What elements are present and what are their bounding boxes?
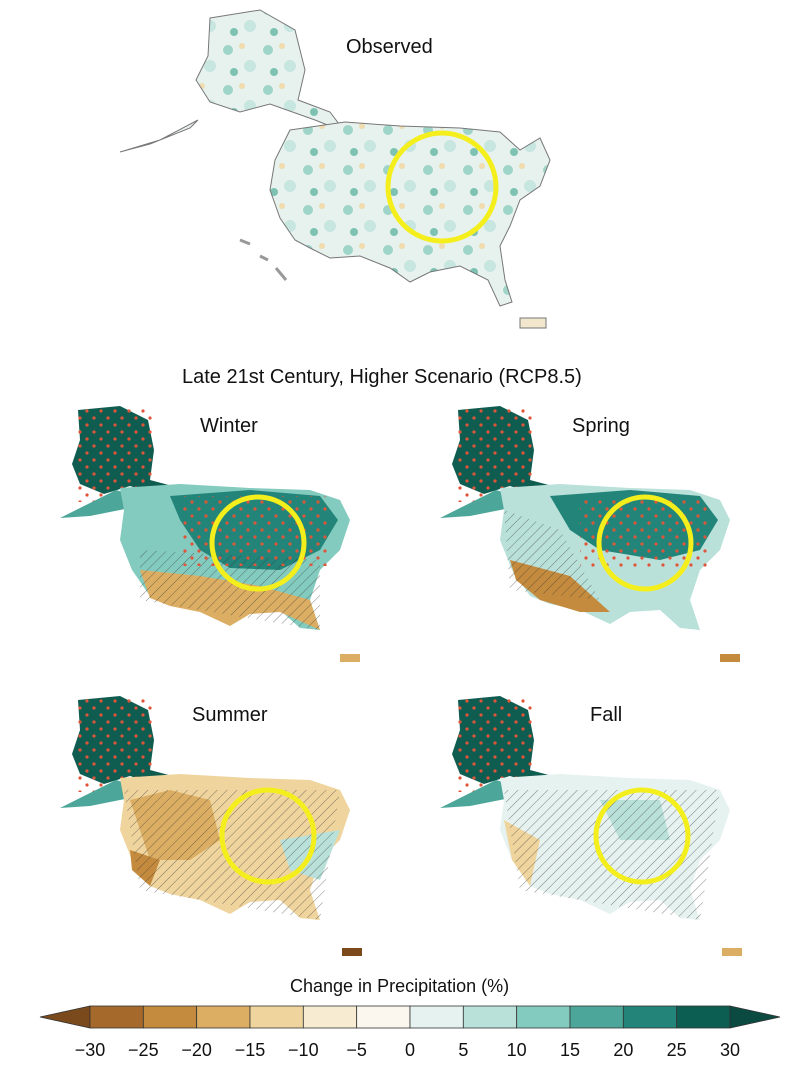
conus [269, 121, 551, 307]
legend-swatch [356, 1005, 411, 1029]
legend-swatch [516, 1005, 571, 1029]
legend-tick-label: 30 [720, 1040, 740, 1060]
summer-map [60, 696, 362, 956]
alaska [195, 9, 347, 134]
legend-tick-label: −15 [235, 1040, 266, 1060]
spring-map [440, 406, 740, 662]
aleutians [119, 119, 199, 153]
legend-title: Change in Precipitation (%) [290, 976, 510, 996]
legend-swatch [462, 1005, 518, 1029]
observed-title: Observed [346, 36, 433, 58]
fall-highlight-circle [593, 787, 691, 885]
summer-title: Summer [192, 704, 268, 726]
legend-tick-label: 15 [560, 1040, 580, 1060]
projection-heading: Late 21st Century, Higher Scenario (RCP8… [182, 366, 582, 388]
observed-map [119, 9, 551, 329]
legend-swatch [676, 1005, 731, 1029]
legend-tick-label: 25 [667, 1040, 687, 1060]
legend-swatch [89, 1005, 144, 1029]
legend-swatch [622, 1005, 678, 1029]
legend-tick-label: −5 [346, 1040, 367, 1060]
legend-swatch [142, 1005, 198, 1029]
puerto-rico [519, 317, 547, 329]
fall-title: Fall [590, 704, 623, 726]
legend-tick-label: 10 [507, 1040, 527, 1060]
legend-swatch [196, 1005, 251, 1029]
legend-tick-label: 20 [613, 1040, 633, 1060]
legend-tick-label: −25 [128, 1040, 159, 1060]
legend-swatch [302, 1005, 358, 1029]
legend-swatch [409, 1005, 464, 1029]
legend-colorbar: −30 −25 −20 −15 −10 −5 0 5 10 15 20 25 30 [39, 1005, 781, 1060]
legend-swatch [249, 1005, 304, 1029]
legend-tick-label: −30 [75, 1040, 106, 1060]
winter-map [60, 406, 360, 662]
legend-swatch [569, 1005, 624, 1029]
legend-arrow-left [39, 1005, 91, 1029]
legend-tick-label: −10 [288, 1040, 319, 1060]
spring-highlight-circle [596, 494, 694, 592]
fall-map [440, 696, 742, 956]
winter-highlight-circle [209, 494, 307, 592]
legend-tick-label: 0 [405, 1040, 415, 1060]
hawaii [239, 238, 288, 281]
summer-highlight-circle [219, 787, 317, 885]
midwest-highlight-circle [385, 130, 499, 244]
legend-tick-label: 5 [458, 1040, 468, 1060]
spring-title: Spring [572, 415, 630, 437]
legend-tick-label: −20 [181, 1040, 212, 1060]
legend-arrow-right [729, 1005, 781, 1029]
winter-title: Winter [200, 415, 258, 437]
